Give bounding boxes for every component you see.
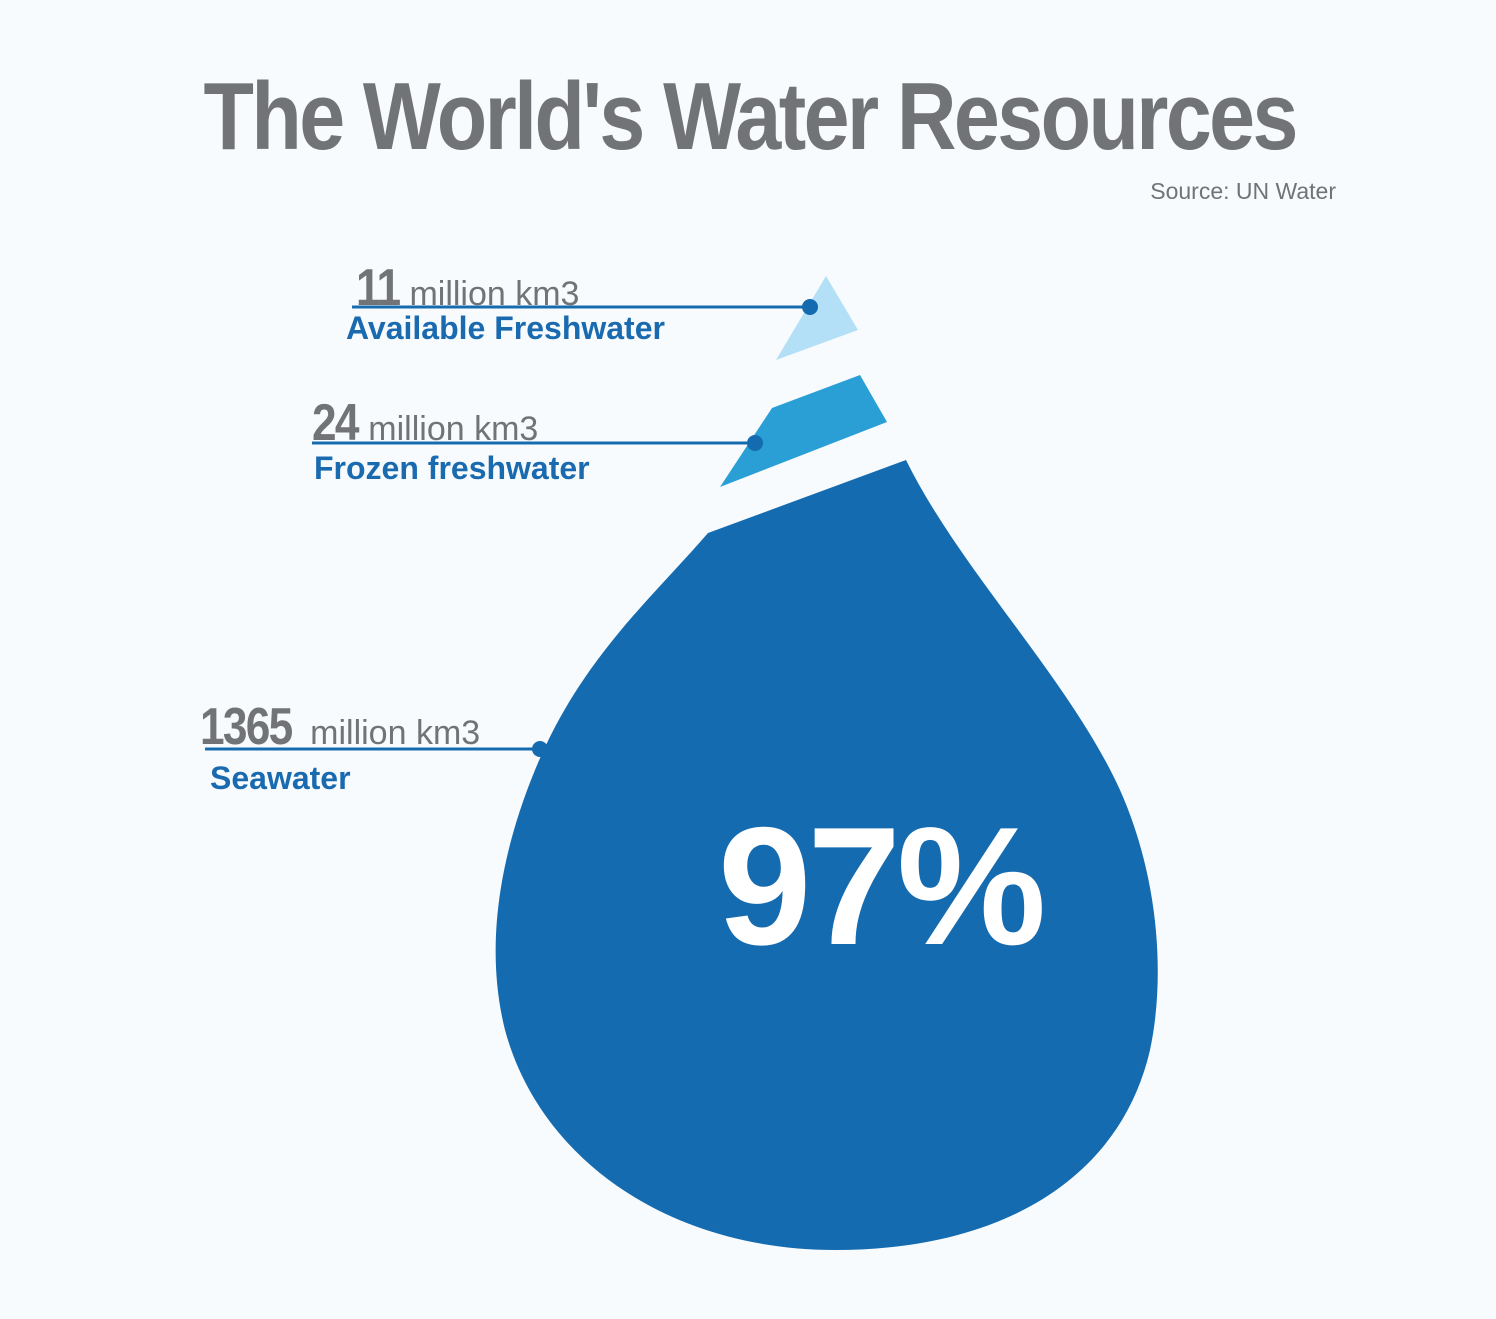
drop-segment-seawater	[495, 460, 1158, 1250]
frozen-unit: million km3	[368, 410, 539, 448]
source-note: Source: UN Water	[1150, 178, 1336, 204]
frozen-value: 24	[312, 394, 359, 452]
leader-dot-available	[802, 299, 818, 315]
seawater-value-row: 1365 million km3	[200, 697, 480, 757]
seawater-unit: million km3	[310, 714, 481, 752]
drop-segment-available-freshwater	[776, 276, 858, 360]
leader-dot-seawater	[532, 741, 548, 757]
available-label: Available Freshwater	[346, 310, 665, 346]
available-unit: million km3	[409, 275, 580, 313]
available-value: 11	[356, 259, 401, 317]
available-value-row: 11 million km3	[356, 258, 579, 318]
frozen-value-row: 24 million km3	[312, 393, 538, 453]
frozen-label: Frozen freshwater	[314, 450, 590, 486]
seawater-value: 1365	[200, 698, 293, 756]
drop-segment-frozen-freshwater	[720, 375, 887, 487]
seawater-percent-label: 97%	[718, 792, 1046, 980]
page-title: The World's Water Resources	[203, 63, 1298, 170]
leader-dot-frozen	[747, 435, 763, 451]
seawater-label: Seawater	[210, 760, 351, 796]
